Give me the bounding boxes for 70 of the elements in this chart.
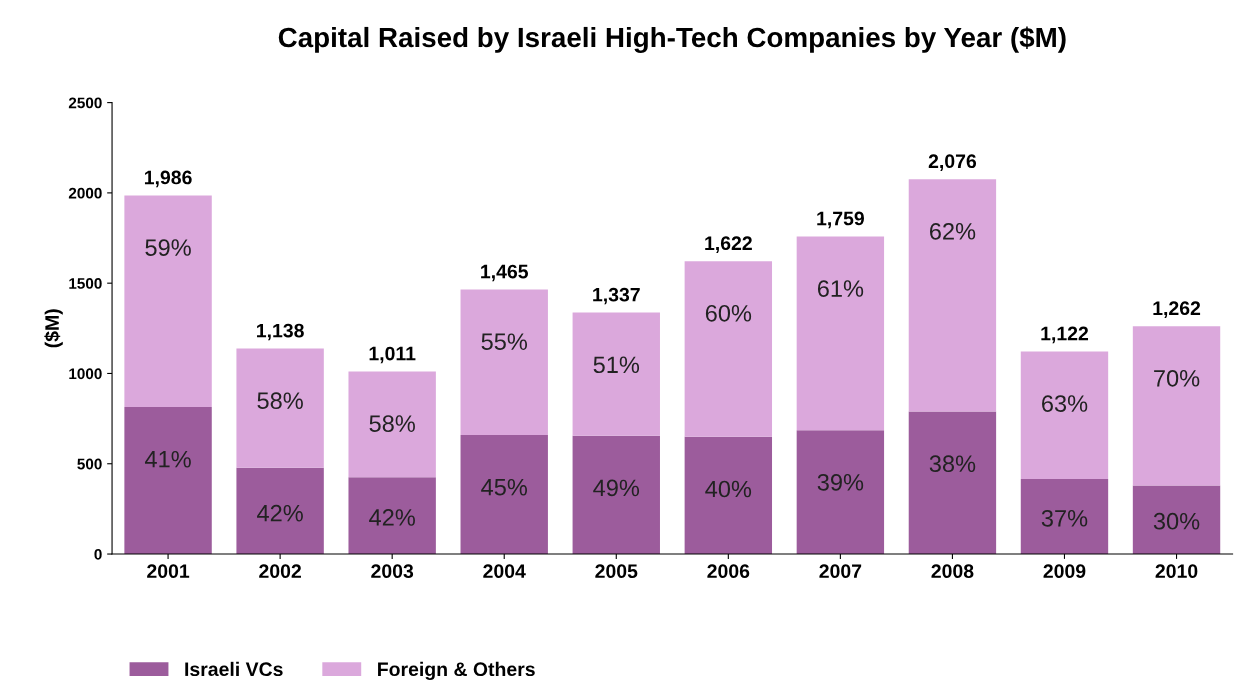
y-tick-label: 1000 <box>69 368 102 380</box>
annotation: 58% <box>369 415 415 432</box>
y-axis-title: ($M) <box>44 309 63 348</box>
x-tick-label: 2005 <box>595 564 638 579</box>
x-tick-label: 2006 <box>707 564 750 579</box>
bar <box>1020 351 1109 480</box>
annotation: 62% <box>930 222 976 240</box>
annotation: 59% <box>145 239 191 256</box>
bar <box>236 467 324 555</box>
bar <box>796 236 885 431</box>
annotation: 60% <box>705 304 752 322</box>
y-tick-label: 2000 <box>68 187 102 199</box>
annotation: 45% <box>481 478 528 496</box>
annotation: 41% <box>144 450 191 468</box>
total-label: 1,011 <box>369 346 416 364</box>
total-label: 1,465 <box>481 264 529 282</box>
bar <box>124 407 212 555</box>
annotation: 55% <box>481 333 528 351</box>
annotation: 40% <box>705 480 752 498</box>
annotation: 42% <box>257 504 303 522</box>
bar <box>796 430 885 555</box>
annotation: 49% <box>593 479 640 497</box>
annotation: 30% <box>1153 512 1200 530</box>
annotation: 61% <box>817 280 864 297</box>
y-tick-label: 0 <box>94 548 102 560</box>
bar <box>908 411 997 555</box>
total-label: 1,337 <box>593 287 640 305</box>
bar <box>124 195 212 408</box>
total-label: 2,076 <box>928 154 977 171</box>
x-tick-label: 2003 <box>371 564 414 579</box>
total-label: 1,138 <box>257 323 304 341</box>
x-tick-label: 2002 <box>259 564 301 579</box>
y-tick-label: 1500 <box>69 278 102 289</box>
x-tick-label: 2001 <box>147 564 190 579</box>
annotation: 39% <box>817 473 864 491</box>
bar <box>572 312 660 436</box>
x-tick-label: 2008 <box>931 564 974 579</box>
total-label: 1,622 <box>705 236 752 253</box>
annotation: 38% <box>929 455 976 473</box>
y-tick-label: 500 <box>77 458 102 470</box>
x-tick-label: 2010 <box>1155 564 1198 579</box>
annotation: 70% <box>1154 369 1200 387</box>
annotation: 42% <box>369 509 415 526</box>
bar <box>908 179 997 412</box>
chart-title: Capital Raised by Israeli High-Tech Companies by Year ($M) <box>278 26 1066 53</box>
total-label: 1,262 <box>1153 301 1201 318</box>
bar <box>348 477 436 555</box>
bar <box>1132 485 1221 555</box>
annotation: 63% <box>1042 395 1088 412</box>
bar <box>1132 326 1221 486</box>
bar <box>1020 479 1109 555</box>
total-label: 1,122 <box>1041 326 1089 344</box>
bar <box>460 289 548 436</box>
bar <box>572 435 660 555</box>
legend-label: Israeli VCs <box>185 661 283 677</box>
legend-label: Foreign & Others <box>378 661 535 681</box>
bar <box>684 261 773 437</box>
bar <box>236 348 324 468</box>
total-label: 1,759 <box>817 211 864 229</box>
annotation: 58% <box>257 392 303 410</box>
y-tick-label: 2500 <box>68 97 102 109</box>
bar <box>460 435 548 555</box>
total-label: 1,986 <box>144 170 192 188</box>
x-tick-label: 2004 <box>483 564 526 579</box>
bar <box>348 371 436 478</box>
x-tick-label: 2009 <box>1043 564 1086 579</box>
bar <box>684 436 773 555</box>
annotation: 51% <box>593 356 640 374</box>
x-tick-label: 2007 <box>819 564 862 579</box>
annotation: 37% <box>1041 509 1088 527</box>
